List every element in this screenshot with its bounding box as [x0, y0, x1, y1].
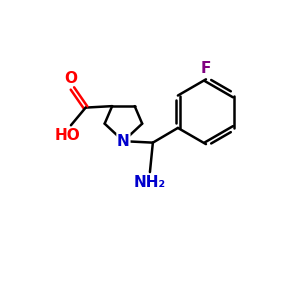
Text: NH₂: NH₂ [134, 175, 166, 190]
Text: F: F [201, 61, 211, 76]
Text: N: N [117, 134, 130, 149]
Text: O: O [64, 70, 77, 86]
Text: HO: HO [55, 128, 81, 143]
